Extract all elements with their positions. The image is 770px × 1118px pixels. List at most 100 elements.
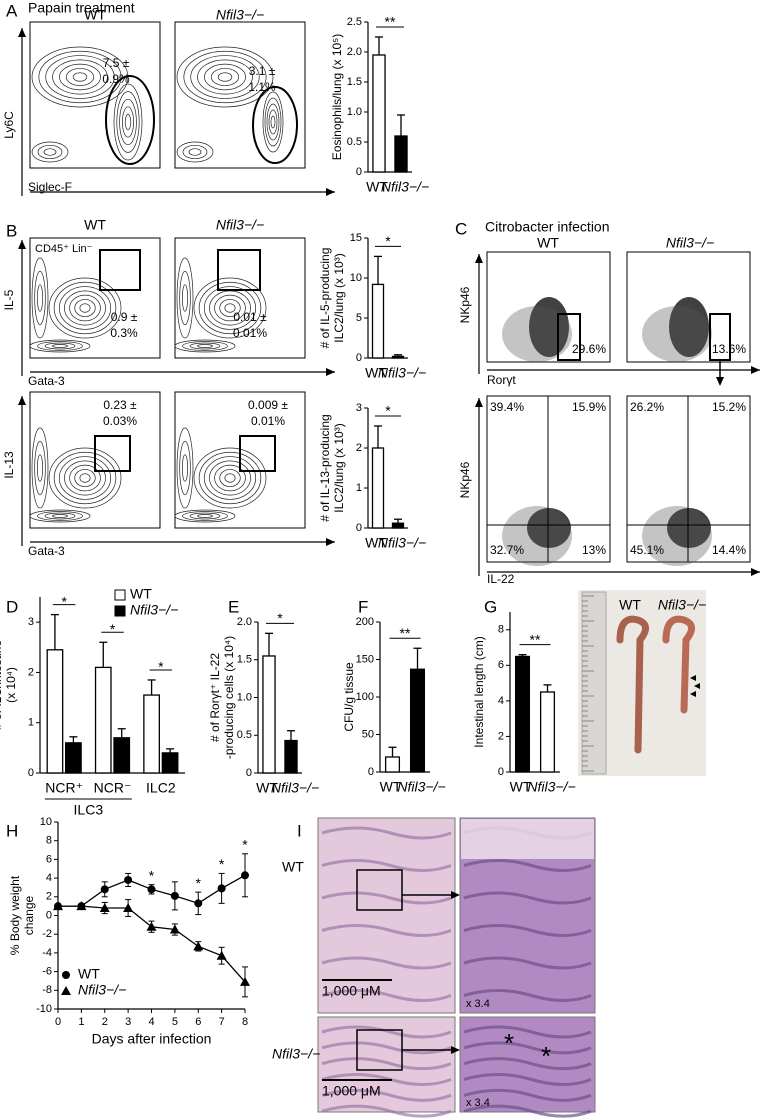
ruler [581,591,607,775]
x-tick-label: 2 [102,1016,108,1028]
contour [122,106,134,138]
zoom-box [356,869,403,911]
x-tick-label: Nfil3−/− [271,780,319,796]
contour [52,514,68,518]
y-tick-label: 2 [28,666,34,678]
gate-frequency: 0.03% [103,414,137,428]
contour [74,299,96,317]
y-axis-label: # of IL-5-producing [318,248,332,349]
y-tick-label: -8 [42,984,52,996]
dot-cloud [642,306,712,362]
y-axis-label: ILC2/lung (x 10³) [332,253,346,342]
contour [176,46,274,108]
magnification-label: x 3.4 [466,998,490,1010]
y-axis-label: % Body weight [8,875,22,955]
arrow-head [751,568,760,576]
contour [203,456,257,500]
column-label: WT [537,235,559,251]
contour [48,447,122,509]
contour [262,91,284,153]
contour [214,464,246,492]
y-tick-label: 0.5 [237,729,252,741]
marker [124,875,133,884]
contour [224,303,236,313]
significance-label: ** [385,14,396,30]
tissue-fold [463,1041,592,1055]
photo-label: Nfil3−/− [658,597,706,613]
contour [116,91,140,153]
bar [394,135,408,173]
population-label: CD45⁺ Lin⁻ [35,243,93,255]
legend-marker [62,971,70,979]
gate [99,249,141,291]
contour [119,98,137,146]
y-tick-label: 2.5 [347,16,362,28]
y-tick-label: 1.5 [237,654,252,666]
bar [65,742,82,774]
y-tick-label: 0.5 [347,136,362,148]
y-axis-label: ILC2/lung (x 10³) [332,423,346,512]
x-axis-label: Days after infection [92,1031,212,1047]
y-tick-label: 0 [46,909,52,921]
flow-plot [174,21,306,169]
arrow-head [716,377,724,386]
quadrant-frequency: 15.9% [572,400,606,414]
marker [217,884,226,893]
y-tick-label: 1.5 [347,76,362,88]
y-tick-label: 0 [356,522,362,534]
contour [79,473,91,483]
bar [113,737,131,774]
contour [179,270,191,326]
marker [147,885,156,894]
legend-swatch [114,605,126,617]
marker [170,891,179,900]
contour [45,55,115,99]
y-axis-label: Eosinophils/lung (x 10⁵) [330,34,344,160]
y-tick-label: 6 [46,853,52,865]
quadrant-frequency: 13% [582,543,606,557]
panel-title: Citrobacter infection [485,219,610,235]
axis-label: Siglec-F [28,180,72,194]
y-tick-label: 0 [28,767,34,779]
axis-label: NKp46 [458,461,472,498]
contour [198,451,262,505]
contour [268,109,278,135]
y-tick-label: 8 [498,624,504,636]
contour [29,339,91,353]
contour [43,148,57,156]
y-tick-label: 0 [356,166,362,178]
x-tick-label: Nfil3−/− [381,179,429,195]
contour [59,63,101,91]
y-tick-label: 3 [356,402,362,414]
contour [197,514,213,518]
gate-frequency: 0.009 ± [248,398,288,412]
photo-label: WT [619,597,641,613]
contour [37,511,83,521]
contour [197,59,253,95]
arrow-head [326,538,335,546]
legend-label: WT [130,586,152,602]
contour [181,284,189,312]
y-tick-label: 50 [362,728,374,740]
y-axis-label: CFU/g tissue [342,662,356,732]
significance-label: * [385,233,391,249]
x-tick-label: Nfil3−/− [527,779,575,795]
contour [219,299,241,317]
y-tick-label: 4 [46,872,52,884]
x-tick-label: ILC2 [146,780,176,796]
bar [391,355,405,359]
tissue-fold [463,956,592,970]
legend-label: Nfil3−/− [78,982,126,998]
contour [53,281,117,335]
contour [266,103,280,141]
y-tick-label: 3 [28,616,34,628]
contour [37,144,63,160]
contour [124,114,132,130]
lesion-marker: * [541,1041,551,1071]
x-tick-label: WT [366,179,388,195]
quadrant-frequency: 39.4% [490,400,524,414]
panel-letter: A [6,1,18,20]
quadrant-frequency: 32.7% [490,543,524,557]
tissue-fold [463,924,592,937]
contour [74,469,96,487]
